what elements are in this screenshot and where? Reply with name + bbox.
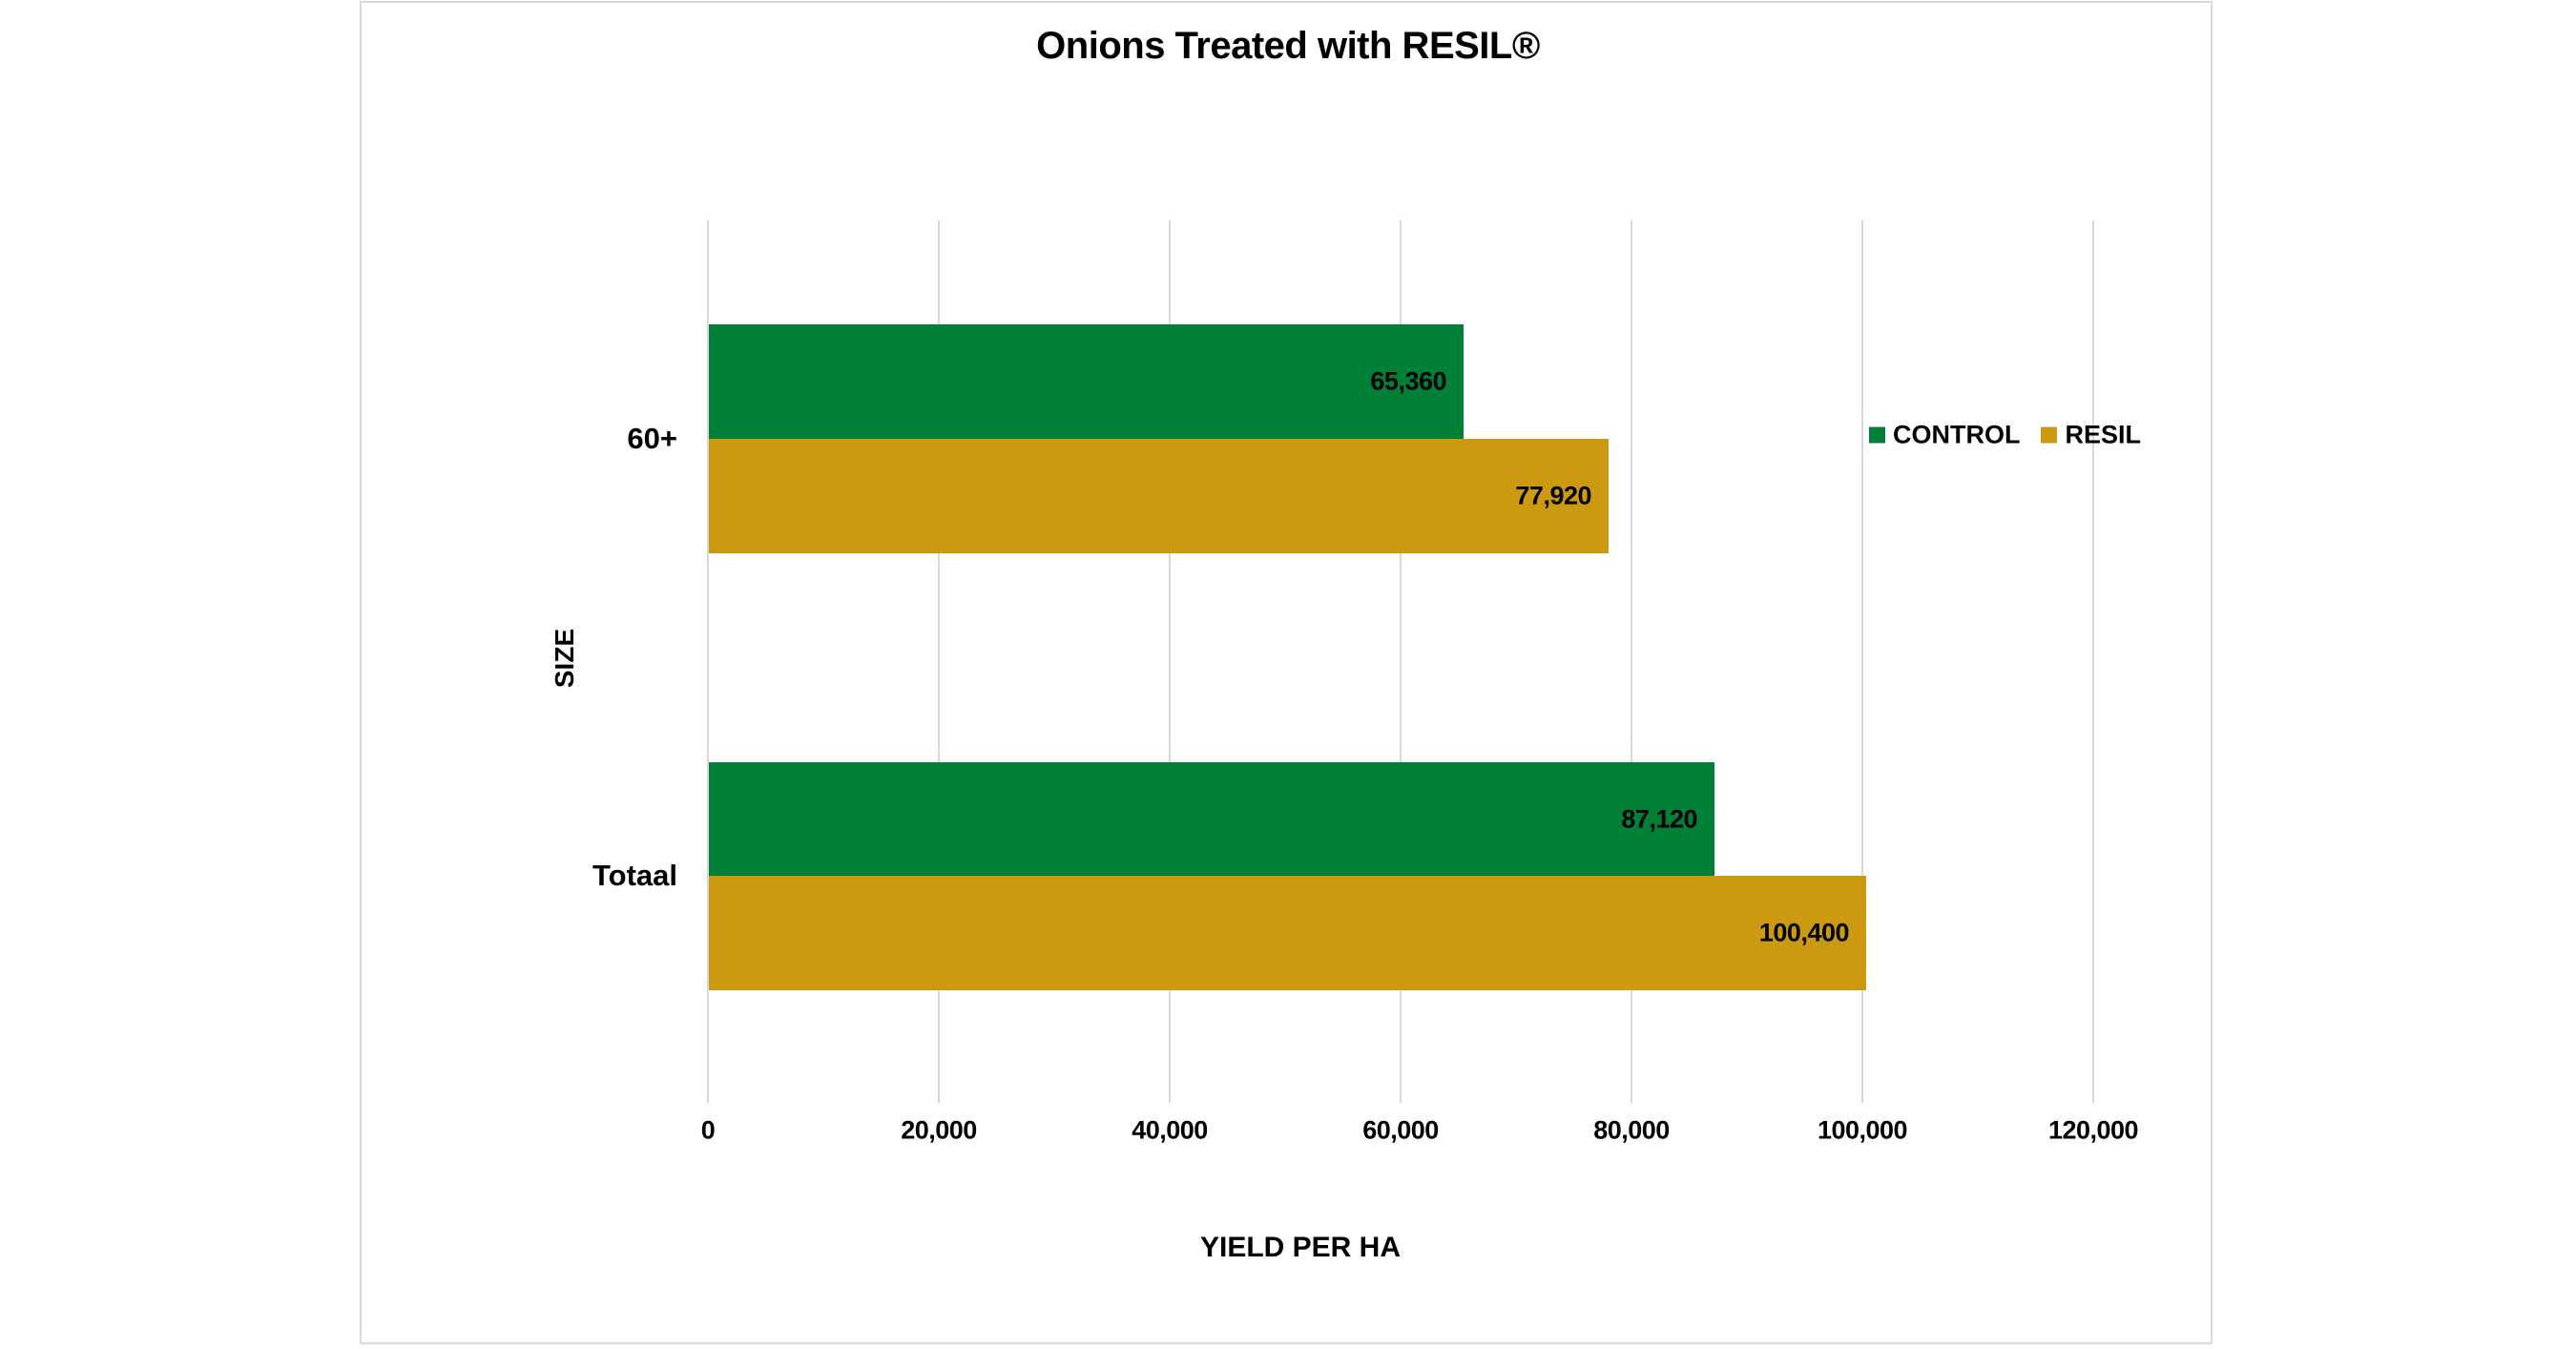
gridline-0 [707,220,709,1103]
x-tick-label: 100,000 [1817,1115,1908,1145]
x-tick-label: 0 [700,1115,716,1145]
category-label-60plus: 60+ [627,422,677,455]
gridline-80000 [1631,220,1632,1103]
x-tick-label: 80,000 [1593,1115,1670,1145]
gridline-100000 [1861,220,1863,1103]
gridline-60000 [1400,220,1402,1103]
legend: CONTROL RESIL [1869,421,2141,450]
y-axis-title: SIZE [550,628,579,689]
bar-60plus-control: 65,360 [709,324,1464,439]
legend-swatch-control-icon [1869,426,1885,444]
legend-label: CONTROL [1893,420,2021,449]
gridline-20000 [938,220,940,1103]
bar-value-label: 65,360 [1370,366,1446,396]
x-tick-label: 60,000 [1362,1115,1439,1145]
bar-totaal-control: 87,120 [709,762,1714,876]
legend-item-control: CONTROL [1869,421,2020,450]
chart-title: Onions Treated with RESIL® [1036,25,1540,67]
x-tick-label: 20,000 [901,1115,977,1145]
x-tick-label: 40,000 [1132,1115,1208,1145]
legend-swatch-resil-icon [2041,426,2058,444]
gridline-120000 [2092,220,2094,1103]
bar-60plus-resil: 77,920 [709,439,1609,553]
x-axis-title: YIELD PER HA [1199,1232,1402,1263]
gridline-40000 [1169,220,1171,1103]
category-label-totaal: Totaal [592,859,677,892]
bar-value-label: 100,400 [1758,918,1850,947]
chart-frame [360,1,2212,1344]
bar-value-label: 87,120 [1621,804,1697,833]
legend-item-resil: RESIL [2041,421,2141,450]
bar-value-label: 77,920 [1515,481,1591,510]
bar-totaal-resil: 100,400 [709,876,1866,990]
x-tick-label: 120,000 [2047,1115,2139,1145]
legend-label: RESIL [2065,420,2141,449]
